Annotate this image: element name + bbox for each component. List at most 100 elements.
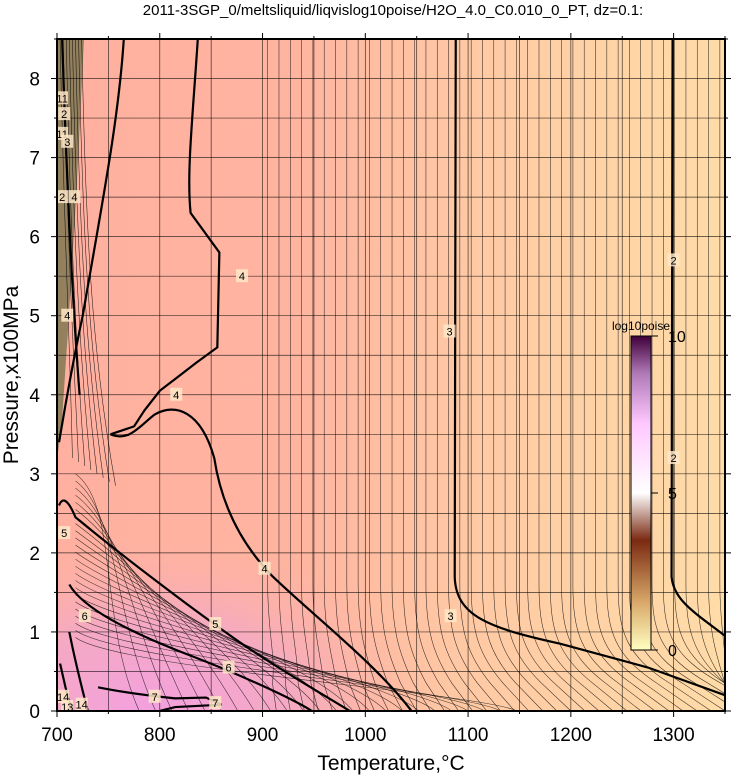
thick-contour <box>68 583 313 711</box>
thin-contour <box>380 39 417 711</box>
thick-contour <box>110 408 413 711</box>
y-tick-label: 5 <box>29 307 40 328</box>
thin-contour <box>403 39 445 711</box>
thin-contour <box>75 587 403 711</box>
contour-label-bg <box>209 617 222 631</box>
thin-contour <box>696 39 725 684</box>
contour-label-bg <box>61 308 74 322</box>
contour-label: 2 <box>671 453 677 465</box>
y-tick-label: 8 <box>29 70 40 91</box>
thin-contours <box>59 39 725 711</box>
contour-label: 2 <box>61 109 67 121</box>
contour-label: 5 <box>212 619 218 631</box>
x-tick-label: 1300 <box>652 725 694 746</box>
thin-contour <box>69 39 92 470</box>
thin-contour <box>719 39 725 684</box>
colorbar: log10poise 0 5 10 <box>612 319 686 660</box>
colorbar-title: log10poise <box>612 319 670 333</box>
contour-label-bg <box>209 696 222 710</box>
thin-contour <box>75 537 288 711</box>
y-tick-label: 2 <box>29 544 40 565</box>
contour-label-bg <box>57 91 69 105</box>
thin-contour <box>75 480 156 711</box>
contour-label: 13 <box>61 702 73 714</box>
contour-label: 7 <box>212 698 218 710</box>
thin-contour <box>663 39 725 687</box>
contour-label: 4 <box>71 192 77 204</box>
contour-label-bg <box>667 253 680 267</box>
contour-label: 6 <box>226 663 232 675</box>
contour-label-bg <box>443 324 456 338</box>
thin-contour <box>595 39 684 711</box>
plot-area: 4444433225566771111232141413 <box>56 39 725 714</box>
thin-contour <box>482 39 544 711</box>
contour-label: 2 <box>59 192 65 204</box>
contour-label: 3 <box>448 611 454 623</box>
colorbar-tick-label: 5 <box>668 486 677 503</box>
x-tick-labels: 700 800 900 1000 1100 1200 1300 <box>41 725 695 746</box>
contour-labels: 4444433225566771111232141413 <box>56 91 680 714</box>
thin-contour <box>346 39 375 711</box>
thin-contour <box>425 39 473 711</box>
high-viscosity-zone <box>57 380 577 711</box>
thin-contour <box>391 39 431 711</box>
thin-contour <box>550 39 628 711</box>
contour-label-bg <box>58 526 71 540</box>
contour-label-bg <box>170 387 183 401</box>
thin-contour <box>617 39 712 711</box>
contour-label: 6 <box>82 611 88 623</box>
thin-contour <box>357 39 389 711</box>
thin-contour <box>75 551 321 711</box>
thin-contour <box>436 39 487 711</box>
thin-contour <box>278 39 291 711</box>
x-tick-label: 1000 <box>344 725 386 746</box>
contour-label-bg <box>57 190 69 204</box>
thin-contour <box>75 573 370 711</box>
contour-label: 5 <box>61 528 67 540</box>
y-tick-labels: 0 1 2 3 4 5 6 7 8 <box>29 70 40 723</box>
grid-lines <box>57 39 725 711</box>
contour-label-bg <box>235 269 248 283</box>
contour-label-bg <box>148 689 161 703</box>
contour-label-bg <box>75 697 88 711</box>
thin-contour <box>72 39 98 474</box>
contour-label-bg <box>61 134 74 148</box>
thin-contour <box>75 580 387 711</box>
thin-contour <box>323 39 347 711</box>
frame-ticks <box>51 33 731 717</box>
thick-contour <box>58 499 351 711</box>
thin-contour <box>651 39 725 694</box>
thin-contour <box>459 39 516 711</box>
thin-contour <box>75 39 104 478</box>
thin-contour <box>504 39 572 711</box>
y-tick-label: 3 <box>29 465 40 486</box>
plot-frame <box>56 38 726 712</box>
thin-contour <box>516 39 586 711</box>
contour-label-bg <box>57 689 70 703</box>
thin-contour <box>493 39 558 711</box>
thin-contour <box>75 530 271 711</box>
thin-contour <box>75 608 452 711</box>
contour-label: 11 <box>56 93 67 105</box>
colorbar-ticks: 0 5 10 <box>651 329 686 660</box>
thin-contour <box>81 39 116 486</box>
x-tick-label: 1200 <box>550 725 592 746</box>
x-tick-label: 800 <box>144 725 176 746</box>
y-tick-label: 7 <box>29 149 40 170</box>
thin-contour <box>685 39 725 684</box>
thin-contour <box>301 39 319 711</box>
thin-contour <box>674 39 725 684</box>
thin-contour <box>267 39 277 711</box>
x-axis-label: Temperature,°C <box>317 752 464 775</box>
colorbar-tick-label: 0 <box>668 643 677 660</box>
thin-contour <box>606 39 698 711</box>
contour-label: 4 <box>173 390 179 402</box>
thin-contour <box>75 594 419 711</box>
thin-contour <box>75 473 140 711</box>
thin-contour <box>448 39 501 711</box>
contour-label-bg <box>57 126 69 140</box>
contour-label-bg <box>444 609 457 623</box>
y-tick-label: 1 <box>29 623 40 644</box>
y-tick-label: 4 <box>29 386 40 407</box>
